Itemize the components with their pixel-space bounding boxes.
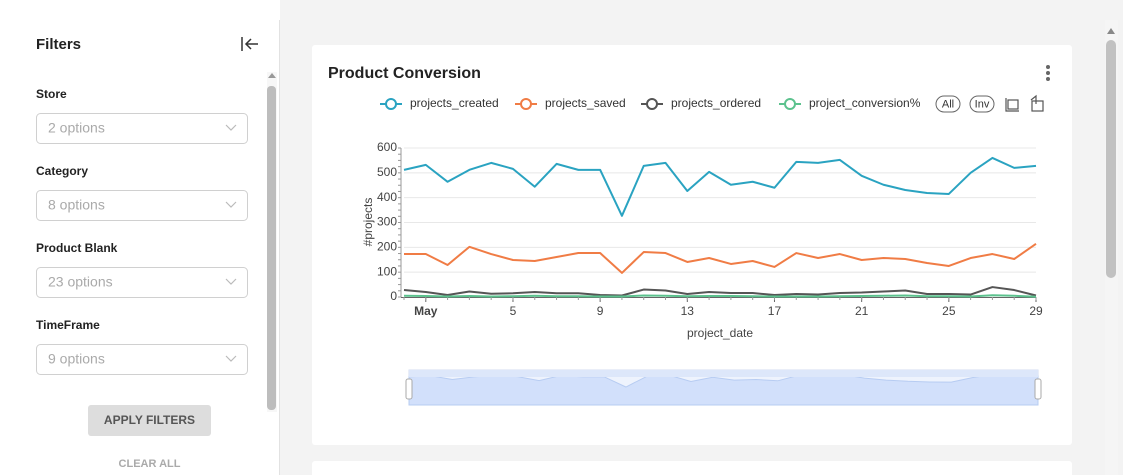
filter-placeholder: 8 options — [48, 197, 105, 213]
chart-card — [312, 45, 1072, 445]
legend-button-label: All — [942, 98, 954, 110]
x-tick-label: 25 — [942, 304, 956, 318]
legend-button[interactable] — [935, 95, 961, 113]
filter-label: Category — [36, 164, 88, 178]
filter-select[interactable] — [36, 344, 248, 375]
filter-placeholder: 23 options — [48, 274, 113, 290]
chevron — [225, 124, 237, 131]
legend-marker — [784, 98, 796, 110]
filter-placeholder: 9 options — [48, 351, 105, 367]
page-scroll-thumb[interactable] — [1106, 40, 1116, 278]
x-tick-label: 29 — [1029, 304, 1043, 318]
y-tick-label: 500 — [377, 165, 397, 179]
filter-label: Product Blank — [36, 241, 118, 255]
next-card — [312, 461, 1072, 475]
apply-button[interactable] — [88, 405, 211, 436]
y-tick-label: 400 — [377, 190, 397, 204]
toolbox-icons[interactable] — [1005, 94, 1044, 112]
chart-title: Product Conversion — [328, 65, 481, 82]
series-line — [404, 243, 1037, 274]
chevron — [225, 355, 237, 362]
filter-select[interactable] — [36, 267, 248, 298]
zoom-handle[interactable] — [1034, 378, 1042, 400]
y-tick-label: 0 — [390, 289, 397, 303]
zoom-handle[interactable] — [405, 378, 413, 400]
apply-label: APPLY FILTERS — [104, 413, 195, 427]
x-tick-label: 17 — [768, 304, 782, 318]
y-tick-label: 100 — [377, 264, 397, 278]
filter-label: Store — [36, 87, 67, 101]
filter-label: TimeFrame — [36, 318, 100, 332]
legend-marker — [520, 98, 532, 110]
legend-label[interactable]: projects_saved — [545, 96, 626, 110]
collapse-icon[interactable] — [241, 37, 258, 51]
sidebar-title: Filters — [36, 36, 81, 53]
scroll-arrow[interactable] — [268, 73, 276, 78]
series-line — [403, 156, 1037, 217]
y-tick-label: 200 — [377, 240, 397, 254]
chevron — [225, 201, 237, 208]
filter-select[interactable] — [36, 190, 248, 221]
sidebar-scroll-thumb[interactable] — [267, 86, 276, 410]
legend-label[interactable]: projects_created — [410, 96, 499, 110]
filter-placeholder: 2 options — [48, 120, 105, 136]
zoom-selection — [409, 370, 1038, 377]
x-tick-label: 9 — [597, 304, 604, 318]
clear-all[interactable]: CLEAR ALL — [119, 458, 181, 470]
legend-button[interactable] — [969, 95, 995, 113]
y-axis-label: #projects — [361, 198, 375, 247]
legend-marker — [646, 98, 658, 110]
legend-button-label: Inv — [975, 98, 990, 110]
y-tick-label: 600 — [377, 140, 397, 154]
x-axis-label: project_date — [687, 326, 753, 340]
series-line — [403, 286, 1037, 297]
filter-select[interactable] — [36, 113, 248, 144]
x-tick-label: 13 — [681, 304, 695, 318]
series-line — [403, 294, 1037, 298]
legend-marker — [385, 98, 397, 110]
x-tick-label: 21 — [855, 304, 869, 318]
card-menu[interactable] — [1046, 65, 1050, 81]
scroll-arrow[interactable] — [1107, 28, 1115, 34]
x-tick-label: May — [414, 304, 438, 318]
legend-label[interactable]: project_conversion% — [809, 96, 921, 110]
x-tick-label: 5 — [510, 304, 517, 318]
y-tick-label: 300 — [377, 215, 397, 229]
legend-label[interactable]: projects_ordered — [671, 96, 761, 110]
chevron — [225, 278, 237, 285]
